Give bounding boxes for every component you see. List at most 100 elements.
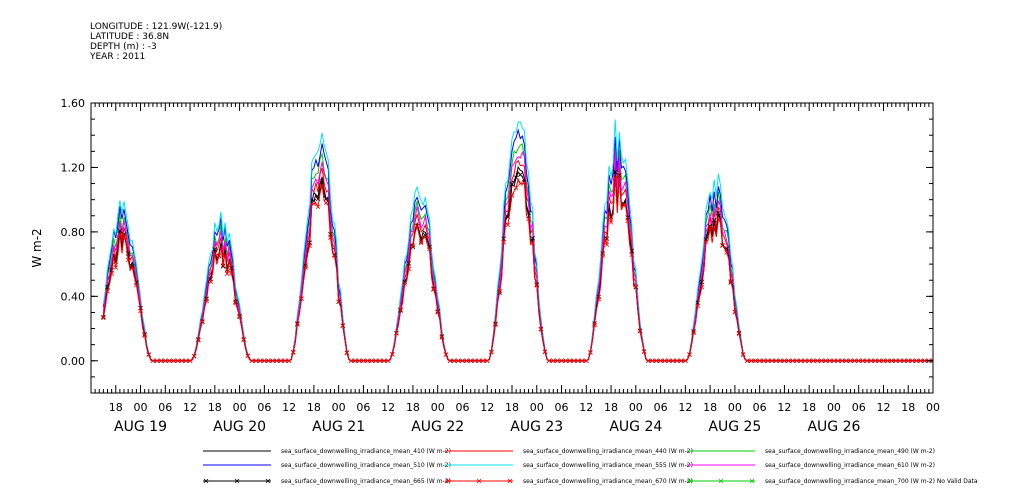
legend-label: sea_surface_downwelling_irradiance_mean_…: [281, 448, 451, 455]
x-day-label: AUG 26: [807, 419, 860, 435]
x-tick-label: 12: [282, 401, 296, 414]
series-marker: [451, 358, 457, 364]
y-tick-label: 1.60: [61, 97, 86, 110]
series-marker: [872, 358, 878, 364]
series-marker: [901, 358, 907, 364]
series-marker: [390, 351, 395, 357]
series-marker: [662, 358, 667, 364]
series-marker: [224, 271, 230, 276]
series-marker: [220, 264, 226, 269]
series-marker: [546, 358, 552, 364]
series-marker: [274, 358, 280, 364]
y-tick-label: 1.20: [61, 161, 86, 174]
series-marker: [629, 252, 634, 258]
series-marker: [530, 235, 535, 241]
series-marker: [625, 218, 630, 224]
header-year: YEAR : 2011: [90, 52, 146, 62]
series-marker: [299, 296, 304, 301]
series-marker: [592, 322, 597, 328]
series-marker: [716, 210, 721, 216]
series-marker: [323, 196, 329, 202]
series-marker: [877, 358, 882, 364]
series-marker: [823, 358, 828, 364]
series-marker: [835, 358, 841, 364]
series-marker: [658, 358, 663, 364]
series-marker: [303, 265, 308, 270]
series-marker: [806, 358, 812, 364]
series-marker: [645, 358, 651, 364]
series-marker: [584, 358, 589, 364]
series-marker: [154, 358, 160, 364]
series-marker: [802, 358, 808, 364]
series-marker: [711, 225, 717, 230]
legend-marker: [203, 478, 209, 484]
series-marker: [526, 210, 531, 216]
series-marker: [480, 358, 486, 364]
series-marker: [406, 261, 412, 266]
x-tick-label: 18: [505, 401, 519, 414]
series-marker: [885, 358, 890, 364]
series-marker: [134, 282, 139, 288]
x-tick-label: 06: [753, 401, 767, 414]
series-marker: [245, 353, 251, 359]
x-day-label: AUG 23: [510, 419, 563, 435]
series-marker: [588, 350, 593, 355]
x-tick-label: 06: [555, 401, 569, 414]
y-tick-label: 0.00: [61, 355, 86, 368]
series-marker: [129, 265, 135, 271]
series-marker: [798, 358, 804, 364]
x-tick-label: 12: [183, 401, 197, 414]
series-marker: [414, 223, 420, 229]
series-marker: [868, 358, 874, 364]
series-marker: [493, 322, 498, 328]
x-tick-label: 06: [158, 401, 172, 414]
series-marker: [703, 239, 709, 244]
series-marker: [509, 182, 515, 187]
x-tick-label: 12: [678, 401, 692, 414]
x-tick-label: 12: [579, 401, 593, 414]
legend-marker: [445, 478, 451, 484]
series-marker: [517, 172, 523, 177]
series-marker: [278, 358, 284, 364]
series-marker: [464, 358, 469, 364]
series-marker: [827, 358, 833, 364]
series-marker: [897, 358, 903, 364]
series-marker: [538, 327, 544, 332]
series-marker: [778, 358, 783, 364]
series-marker: [815, 358, 820, 364]
series-marker: [377, 358, 383, 364]
series-marker: [237, 314, 242, 320]
series-marker: [509, 193, 515, 198]
series-marker: [352, 358, 358, 364]
header-longitude: LONGITUDE : 121.9W(-121.9): [90, 22, 223, 32]
x-tick-label: 18: [802, 401, 816, 414]
x-tick-label: 18: [901, 401, 915, 414]
series-marker: [608, 220, 614, 225]
series-marker: [418, 240, 424, 246]
header-depth: DEPTH (m) : -3: [90, 42, 157, 52]
series-line: [102, 170, 933, 362]
x-tick-label: 00: [332, 401, 346, 414]
series-marker: [930, 358, 933, 364]
series-marker: [117, 232, 123, 237]
header-latitude: LATITUDE : 36.8N: [90, 32, 170, 42]
series-marker: [109, 271, 114, 276]
series-marker: [456, 358, 461, 364]
series-marker: [344, 350, 350, 356]
series-marker: [183, 358, 189, 364]
x-day-label: AUG 24: [609, 419, 662, 435]
series-marker: [621, 202, 626, 208]
series-marker: [484, 358, 490, 364]
series-marker: [249, 358, 255, 364]
y-axis-title: W m-2: [30, 228, 44, 267]
legend-marker: [507, 478, 513, 484]
series-marker: [369, 358, 374, 364]
series-marker: [262, 358, 267, 364]
series-marker: [323, 200, 329, 206]
series-marker: [542, 349, 548, 355]
x-day-label: AUG 22: [411, 419, 464, 435]
series-marker: [402, 279, 407, 285]
series-marker: [150, 358, 156, 364]
series-marker: [158, 358, 164, 364]
